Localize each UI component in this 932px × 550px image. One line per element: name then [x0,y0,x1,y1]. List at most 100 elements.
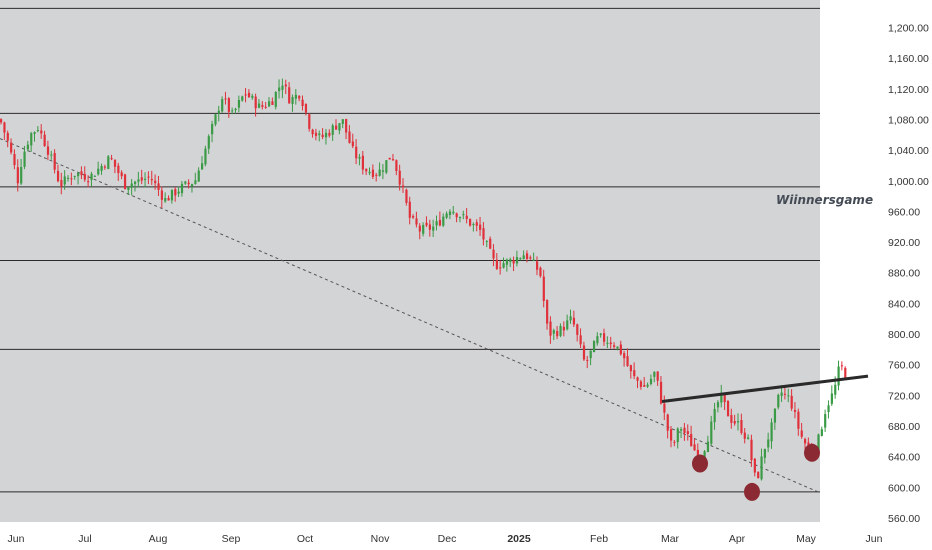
candle-body [412,216,415,218]
candle [502,257,505,269]
candle [536,256,539,276]
candle [167,195,170,201]
candle-body [201,163,204,170]
candle [174,187,177,202]
candle-body [331,125,334,135]
candle [636,376,639,389]
candle-body [254,96,257,109]
candle [13,149,16,170]
candle-body [552,330,555,334]
candle-body [740,420,743,433]
candle-body [0,119,3,123]
candle [33,131,36,142]
candle [204,145,207,167]
candle [301,95,304,111]
candle-body [619,344,622,355]
candle-body [268,101,271,107]
candle-body [613,345,616,347]
candle [294,89,297,105]
candle [589,350,592,366]
watermark-text: Wiinnersgame [776,193,873,207]
candle [495,253,498,271]
candle-body [609,342,612,345]
candle-body [713,408,716,423]
candles-group [0,78,847,481]
candle-body [686,431,689,435]
candle [549,316,552,344]
candle-body [656,371,659,381]
candle-body [227,98,230,112]
candle [646,382,649,388]
candle [80,166,83,180]
candle [304,103,308,116]
candle-body [666,414,669,431]
candle-body [395,160,398,171]
candle [619,340,622,356]
candle-body [83,173,86,180]
candle [827,400,830,419]
candle-body [231,110,234,112]
candle-body [536,261,539,270]
candle [603,328,606,346]
candle-body [747,437,750,439]
y-tick-label: 1,120.00 [888,84,929,96]
candle-body [783,393,787,395]
candle [680,427,683,438]
candle-body [274,91,277,107]
candle-body [659,381,663,404]
candle-body [438,219,442,226]
candle-body [492,249,495,259]
candle [733,414,736,426]
candle-body [432,226,435,231]
candle-body [288,87,291,104]
candle [90,171,93,187]
candle [77,172,80,185]
candle-body [820,429,823,436]
candle-body [475,222,478,226]
candle [613,342,616,350]
candle-body [780,392,783,396]
candle-body [770,422,773,442]
candle [566,314,569,331]
candle-body [50,154,53,156]
candle-body [257,103,261,108]
candle-body [127,187,130,190]
y-tick-label: 680.00 [888,421,920,433]
x-tick-label: Jun [8,533,25,545]
candle [576,323,579,342]
candle [87,175,90,188]
candle [247,89,251,98]
candle [405,188,408,206]
candle-body [10,142,13,153]
x-axis: Jun Jul Aug Sep Oct Nov Dec 2025 Feb Mar Apr May Jun [8,533,883,545]
candle [492,244,495,267]
candle [633,362,636,380]
candle [278,79,281,99]
candle [388,157,391,160]
candle-body [381,170,385,172]
candle-body [465,215,468,219]
candle-body [174,189,177,196]
candle [824,409,827,432]
candle-body [626,356,629,366]
candle [428,219,431,237]
candle-body [221,99,224,112]
candle-body [485,240,488,242]
candle [770,418,773,449]
candle [820,426,823,437]
candle [67,175,70,182]
candle-body [345,118,348,133]
candle-body [120,172,123,177]
candle [194,172,197,185]
candle-body [63,176,66,185]
candle [609,336,612,349]
candle [572,310,576,327]
x-tick-label: Jun [866,533,883,545]
candle [221,96,224,113]
candle [723,394,726,411]
x-tick-label: Oct [297,533,313,545]
candle [505,258,509,272]
candle [512,256,515,272]
candle [840,361,844,371]
y-tick-label: 560.00 [888,513,920,525]
